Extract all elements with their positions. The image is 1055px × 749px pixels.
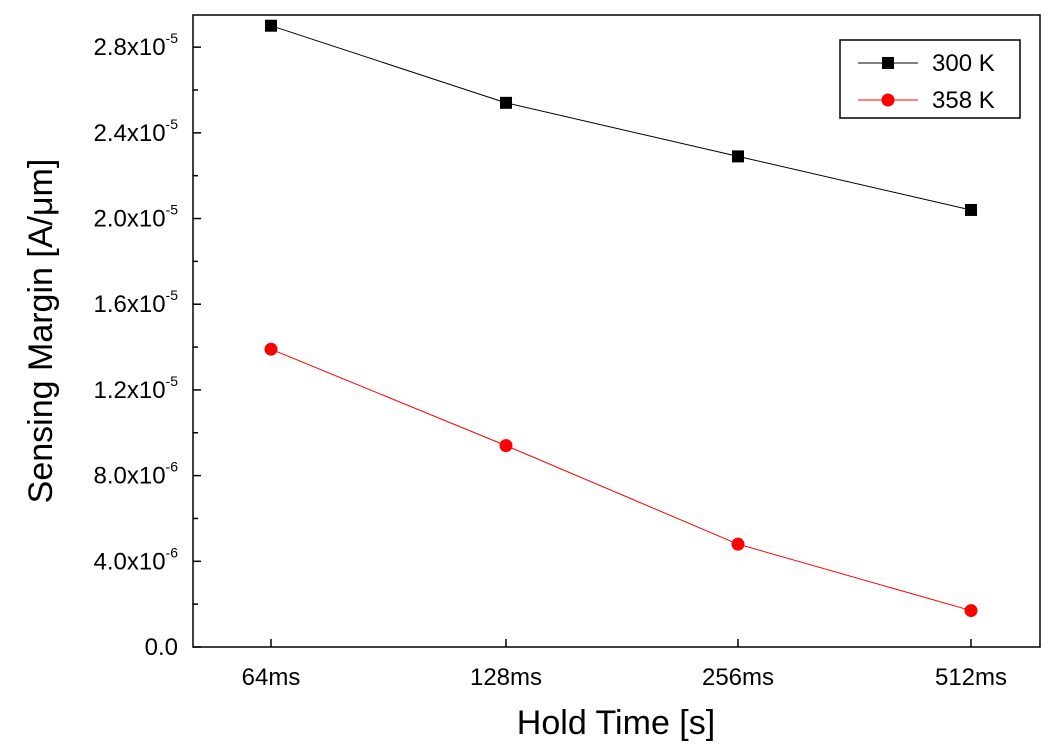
y-tick-label: 1.6x10-5 xyxy=(93,287,178,318)
data-point-square xyxy=(732,150,744,163)
legend: 300 K 358 K xyxy=(839,39,1021,119)
y-axis-title: Sensing Margin [A/μm] xyxy=(22,159,60,504)
legend-box xyxy=(839,39,1021,119)
y-axis-ticks: 0.0 4.0x10-6 8.0x10-6 1.2x10-5 1.6x10-5 2.0x1… xyxy=(93,30,201,661)
data-point-square xyxy=(265,19,277,32)
x-tick-label: 128ms xyxy=(470,664,542,691)
y-tick-label: 2.0x10-5 xyxy=(93,202,178,233)
x-axis-ticks: 64ms 128ms 256ms 512ms xyxy=(242,639,1007,691)
legend-label: 358 K xyxy=(932,87,995,114)
x-axis-title: Hold Time [s] xyxy=(517,704,715,742)
series-line-1 xyxy=(270,25,972,211)
data-point-circle xyxy=(264,342,278,356)
y-tick-label: 2.8x10-5 xyxy=(93,30,178,61)
series-line-2 xyxy=(270,348,972,612)
y-tick-label: 8.0x10-6 xyxy=(93,459,178,490)
data-point-circle xyxy=(964,604,978,618)
plot-frame xyxy=(192,14,1041,648)
y-tick-label: 2.4x10-5 xyxy=(93,116,178,147)
legend-marker-square xyxy=(882,57,894,69)
data-point-square xyxy=(500,96,512,109)
data-point-square xyxy=(965,203,977,216)
y-tick-label: 4.0x10-6 xyxy=(93,544,178,575)
x-tick-label: 512ms xyxy=(935,664,1007,691)
x-tick-label: 64ms xyxy=(242,664,301,691)
data-point-circle xyxy=(731,537,745,551)
series-layer xyxy=(264,19,978,618)
data-point-circle xyxy=(499,439,513,453)
y-tick-label: 1.2x10-5 xyxy=(93,373,178,404)
x-tick-label: 256ms xyxy=(702,664,774,691)
legend-marker-circle xyxy=(881,93,895,107)
y-tick-label: 0.0 xyxy=(145,634,178,661)
legend-label: 300 K xyxy=(932,50,995,77)
